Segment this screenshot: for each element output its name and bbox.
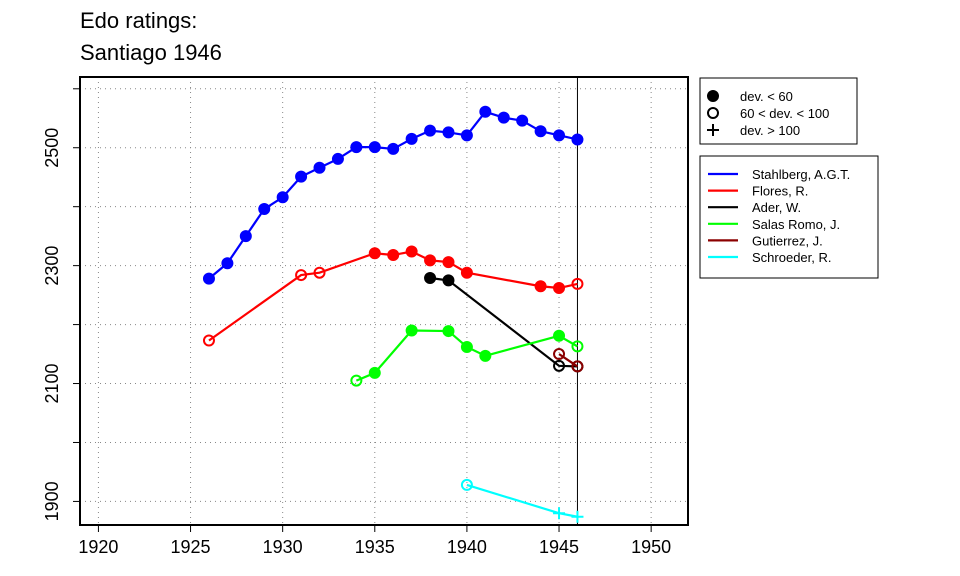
- legend-label: Stahlberg, A.G.T.: [752, 167, 850, 182]
- x-tick-label: 1935: [355, 537, 395, 557]
- data-point: [387, 249, 400, 262]
- data-point: [534, 125, 547, 138]
- data-point: [405, 324, 418, 337]
- data-point: [442, 126, 455, 139]
- y-tick-label: 2300: [42, 246, 62, 286]
- data-point: [442, 256, 455, 269]
- data-point: [571, 133, 584, 146]
- data-point: [553, 359, 566, 372]
- data-point: [350, 374, 363, 387]
- data-point: [479, 105, 492, 118]
- data-point: [553, 507, 566, 520]
- chart-title: Edo ratings:: [80, 8, 198, 33]
- series-salas-romo-j: [350, 324, 584, 387]
- series-line: [208, 250, 578, 342]
- data-point: [350, 141, 363, 154]
- data-point: [368, 247, 381, 260]
- data-point: [571, 340, 584, 353]
- data-point: [442, 325, 455, 338]
- data-point: [460, 266, 473, 279]
- data-point: [424, 124, 437, 137]
- data-point: [295, 269, 308, 282]
- legend-box: [699, 77, 858, 145]
- data-point: [221, 257, 234, 270]
- plot-frame: [79, 76, 689, 526]
- series-line: [429, 276, 578, 368]
- data-point: [553, 329, 566, 342]
- data-point: [460, 478, 473, 491]
- data-point: [571, 277, 584, 290]
- legend-label: Salas Romo, J.: [752, 217, 840, 232]
- legend-label: Flores, R.: [752, 184, 808, 199]
- legend-label: dev. < 60: [740, 89, 793, 104]
- legend-label: Ader, W.: [752, 200, 801, 215]
- data-point: [313, 266, 326, 279]
- data-point: [571, 360, 584, 373]
- data-point: [368, 366, 381, 379]
- data-point: [258, 203, 271, 216]
- series-gutierrez-j: [553, 348, 584, 373]
- data-point: [202, 334, 215, 347]
- series-legend: Stahlberg, A.G.T. Flores, R.Ader, W. Salas…: [699, 155, 879, 279]
- series-schroeder-r: [460, 478, 584, 523]
- data-point: [313, 161, 326, 174]
- data-point: [571, 510, 584, 523]
- data-point: [424, 272, 437, 285]
- x-tick-label: 1930: [263, 537, 303, 557]
- x-tick-label: 1925: [171, 537, 211, 557]
- y-tick-label: 1900: [42, 481, 62, 521]
- legend-symbol: [707, 90, 719, 102]
- data-point: [497, 111, 510, 124]
- data-point: [553, 348, 566, 361]
- symbol-legend: dev. < 60 60 < dev. < 100 dev. > 100: [699, 77, 858, 145]
- data-point: [368, 141, 381, 154]
- data-point: [239, 230, 252, 243]
- legend-label: dev. > 100: [740, 123, 800, 138]
- x-tick-label: 1950: [631, 537, 671, 557]
- data-point: [405, 132, 418, 145]
- data-point: [460, 129, 473, 142]
- legend-label: Gutierrez, J.: [752, 233, 823, 248]
- data-point: [534, 280, 547, 293]
- data-point: [442, 274, 455, 287]
- data-point: [516, 114, 529, 127]
- legend-symbol: [707, 107, 719, 119]
- data-point: [405, 245, 418, 258]
- data-point: [276, 191, 289, 204]
- series-line: [558, 353, 579, 368]
- legend-label: 60 < dev. < 100: [740, 106, 829, 121]
- data-point: [553, 129, 566, 142]
- y-tick-label: 2100: [42, 364, 62, 404]
- x-tick-label: 1945: [539, 537, 579, 557]
- data-point: [553, 282, 566, 295]
- series-stahlberg-a-g-t: [202, 105, 584, 285]
- data-point: [479, 349, 492, 362]
- data-point: [331, 152, 344, 165]
- data-point: [424, 254, 437, 267]
- chart-subtitle: Santiago 1946: [80, 40, 222, 65]
- data-point: [460, 340, 473, 353]
- series-flores-r: [202, 245, 584, 347]
- x-tick-label: 1940: [447, 537, 487, 557]
- data-point: [295, 170, 308, 183]
- data-point: [202, 272, 215, 285]
- data-point: [387, 142, 400, 155]
- legend-symbol: [707, 124, 719, 136]
- y-tick-label: 2500: [42, 128, 62, 168]
- legend-label: Schroeder, R.: [752, 250, 832, 265]
- series-line: [355, 329, 579, 382]
- x-tick-label: 1920: [78, 537, 118, 557]
- series-line: [466, 483, 578, 518]
